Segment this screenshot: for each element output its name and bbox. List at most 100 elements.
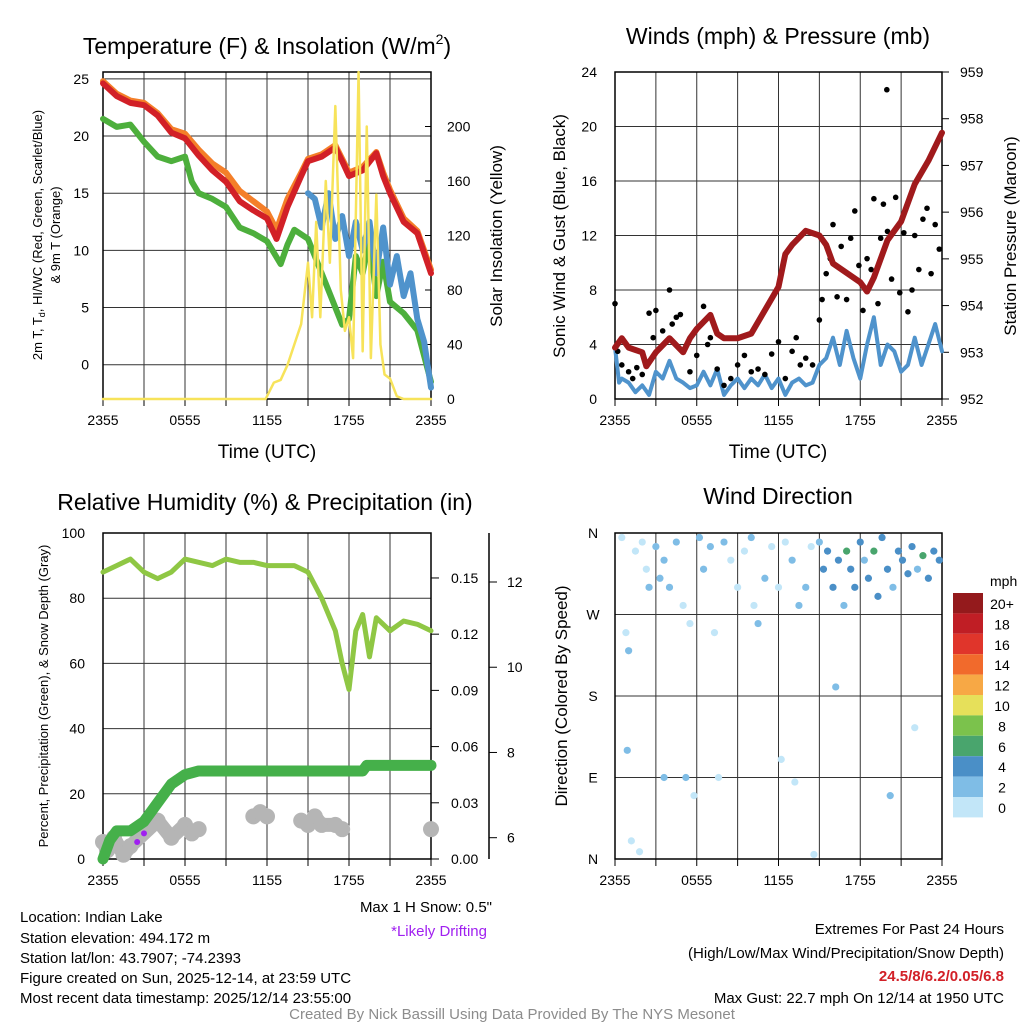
drift-point [141, 830, 147, 837]
max-gust: Max Gust: 22.7 mph On 12/14 at 1950 UTC [714, 990, 1004, 1007]
precip-tick-label: 0.00 [451, 851, 478, 867]
drift-note: *Likely Drifting [391, 923, 487, 940]
y-tick-label: 40 [69, 721, 85, 737]
series-precip [97, 759, 437, 865]
gust-point [634, 364, 640, 371]
panel3-title: Relative Humidity (%) & Precipitation (i… [57, 489, 472, 515]
direction-point [699, 565, 708, 573]
x-tick-label: 0555 [169, 872, 200, 888]
y2-tick-label: 953 [960, 344, 984, 360]
y2-tick-label: 120 [447, 228, 471, 244]
recent: Most recent data timestamp: 2025/12/14 2… [20, 990, 351, 1007]
legend-swatch-14 [953, 654, 983, 675]
gust-point [809, 362, 816, 368]
gust-point [755, 366, 761, 372]
direction-point [660, 773, 668, 782]
direction-point [645, 583, 653, 591]
y-tick-label: 80 [69, 590, 85, 606]
panel2-y2label: Station Pressure (Maroon) [1001, 136, 1020, 335]
gust-point [884, 86, 890, 93]
x-tick-label: 1155 [252, 872, 282, 888]
gust-point [864, 255, 870, 262]
direction-point [679, 601, 687, 610]
direction-point [625, 647, 633, 655]
x-tick-label: 2355 [926, 872, 957, 888]
direction-point [840, 601, 848, 610]
gust-point [734, 362, 741, 368]
direction-point [618, 533, 626, 542]
direction-tick-label: N [588, 851, 598, 867]
direction-point [819, 565, 828, 573]
gust-point [619, 362, 625, 368]
panel2-xlabel: Time (UTC) [729, 442, 828, 463]
y-tick-label: 0 [77, 851, 85, 867]
direction-point [631, 547, 640, 555]
panel1-ylabel-2: & 9m T (Orange) [48, 186, 63, 283]
legend-label: 2 [998, 780, 1006, 796]
extremes-title: Extremes For Past 24 Hours [815, 921, 1004, 938]
snow-depth-point [313, 816, 330, 833]
y2-tick-label: 160 [447, 173, 471, 189]
direction-point [898, 556, 907, 564]
snow-depth-point [163, 829, 180, 846]
direction-point [810, 850, 818, 859]
direction-point [886, 792, 894, 800]
direction-point [642, 565, 650, 573]
gust-point [714, 366, 720, 372]
snow-depth-point [423, 821, 439, 838]
y2-tick-label: 40 [447, 337, 463, 353]
gust-point [905, 309, 911, 315]
y-tick-label: 20 [73, 128, 89, 144]
gust-point [802, 355, 809, 361]
gust-point [653, 307, 659, 314]
y2-tick-label: 80 [447, 282, 463, 298]
direction-point [829, 583, 837, 591]
direction-point [734, 583, 742, 591]
extremes-values: 24.5/8/6.2/0.05/6.8 [879, 968, 1004, 985]
direction-tick-label: E [588, 770, 597, 786]
gust-point [896, 289, 903, 296]
gust-point [932, 221, 938, 228]
direction-point [635, 848, 644, 856]
direction-point [706, 542, 714, 551]
snow-note: Max 1 H Snow: 0.5" [360, 899, 492, 916]
x-tick-label: 2355 [415, 872, 446, 888]
gust-point [677, 311, 684, 318]
y-tick-label: 5 [81, 300, 89, 316]
series-sonic-wind [613, 315, 944, 397]
legend-swatch-16 [953, 633, 983, 655]
precip-tick-label: 0.12 [451, 626, 478, 642]
latlon: Station lat/lon: 43.7907; -74.2393 [20, 950, 241, 967]
snow-tick-label: 12 [507, 574, 523, 590]
direction-point [843, 547, 851, 555]
gust-point [920, 216, 926, 222]
gust-point [793, 334, 800, 341]
panel1-ylabel: 2m T, Td, HI/WC (Red, Green, Scarlet/Blu… [30, 110, 47, 360]
direction-point [720, 538, 728, 546]
gust-point [612, 300, 618, 307]
panel4-ylabel: Direction (Colored By Speed) [552, 585, 571, 806]
y-tick-label: 25 [73, 71, 89, 87]
legend-swatch-10 [953, 695, 983, 716]
credit: Created By Nick Bassill Using Data Provi… [289, 1006, 736, 1023]
direction-point [660, 556, 668, 564]
direction-tick-label: W [586, 607, 600, 623]
direction-point [623, 746, 631, 754]
legend-label: 10 [994, 698, 1010, 714]
gust-point [928, 270, 934, 277]
y-tick-label: 20 [581, 119, 597, 135]
x-tick-label: 2355 [599, 412, 630, 428]
direction-point [750, 601, 758, 610]
direction-point [856, 538, 864, 546]
snow-depth-point [334, 821, 351, 838]
gust-point [704, 341, 711, 348]
direction-point [913, 565, 922, 573]
direction-point [874, 592, 882, 600]
direction-point [919, 552, 927, 560]
direction-point [908, 542, 916, 551]
legend-label: 6 [998, 739, 1006, 755]
precip-tick-label: 0.06 [451, 739, 478, 755]
series-solar [101, 70, 433, 401]
legend-label: 16 [994, 637, 1010, 653]
legend-label: 8 [998, 718, 1006, 734]
